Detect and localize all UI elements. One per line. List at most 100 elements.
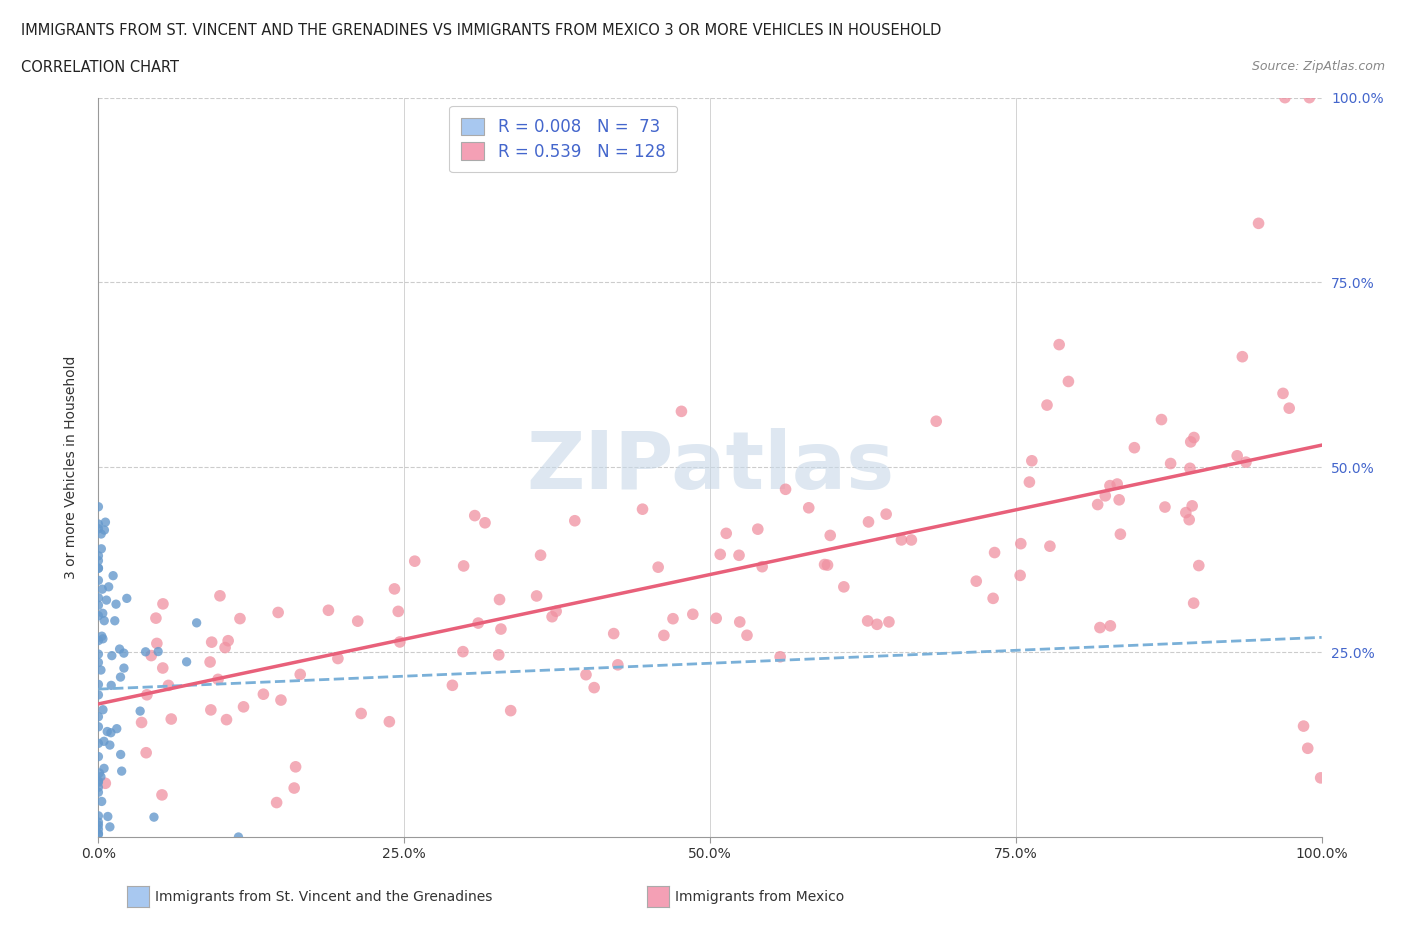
Point (152, 596, 174, 611)
Point (90, 794, 112, 809)
Point (90, 769, 112, 784)
Point (87, 646, 110, 661)
Text: IMMIGRANTS FROM ST. VINCENT AND THE GRENADINES VS IMMIGRANTS FROM MEXICO 3 OR MO: IMMIGRANTS FROM ST. VINCENT AND THE GREN… (21, 23, 942, 38)
Point (1226, 448, 1249, 463)
Point (1181, 498, 1204, 513)
Point (751, 559, 773, 574)
Point (101, 648, 124, 663)
Point (1178, 512, 1201, 527)
Point (90, 526, 112, 541)
Point (87, 522, 110, 537)
Point (131, 715, 153, 730)
Point (87, 780, 110, 795)
Point (1234, 455, 1257, 470)
Point (101, 568, 124, 583)
Point (1232, 350, 1254, 365)
Point (93, 523, 115, 538)
Point (232, 699, 254, 714)
Point (91, 605, 114, 620)
Point (1188, 558, 1211, 573)
Point (87, 499, 110, 514)
Point (818, 528, 841, 543)
Point (146, 644, 169, 659)
Point (1108, 492, 1130, 507)
Point (387, 604, 409, 618)
Point (96, 592, 118, 607)
Point (91, 702, 114, 717)
Point (1180, 434, 1202, 449)
Point (775, 482, 797, 497)
Point (541, 609, 564, 624)
Point (346, 614, 368, 629)
Text: Source: ZipAtlas.com: Source: ZipAtlas.com (1251, 60, 1385, 73)
Point (93, 734, 115, 749)
Point (652, 628, 675, 643)
Point (98, 819, 121, 834)
Legend: R = 0.008   N =  73, R = 0.539   N = 128: R = 0.008 N = 73, R = 0.539 N = 128 (450, 106, 678, 172)
Point (564, 513, 586, 528)
Point (152, 660, 174, 675)
Point (875, 507, 897, 522)
Point (813, 557, 835, 572)
Point (1010, 568, 1032, 583)
Point (87, 815, 110, 830)
Point (93, 613, 115, 628)
Point (474, 515, 496, 530)
Point (489, 621, 512, 636)
Point (208, 589, 231, 604)
Point (529, 548, 551, 563)
Point (1047, 338, 1070, 352)
Point (112, 660, 135, 675)
Point (87, 516, 110, 531)
Point (441, 678, 464, 693)
Point (157, 678, 180, 693)
Point (198, 655, 221, 670)
Point (186, 616, 208, 631)
Point (100, 725, 122, 740)
Point (728, 615, 751, 630)
Point (817, 558, 839, 573)
Point (135, 687, 157, 702)
Point (1018, 474, 1040, 489)
Point (87, 561, 110, 576)
Point (105, 597, 128, 612)
Text: Immigrants from St. Vincent and the Grenadines: Immigrants from St. Vincent and the Gren… (155, 889, 492, 904)
Point (150, 788, 173, 803)
Point (87, 750, 110, 764)
Point (87, 591, 110, 605)
Point (98, 737, 121, 752)
Point (135, 745, 157, 760)
Point (283, 780, 305, 795)
Point (709, 547, 731, 562)
Point (90, 629, 112, 644)
Point (87, 775, 110, 790)
Point (1123, 440, 1146, 455)
Point (602, 626, 624, 641)
Point (87, 633, 110, 648)
Point (858, 514, 880, 529)
Point (94, 776, 117, 790)
Point (1057, 374, 1080, 389)
Point (105, 722, 128, 737)
Point (856, 614, 879, 629)
Point (671, 404, 693, 418)
Point (1094, 488, 1116, 503)
Point (1150, 412, 1173, 427)
Point (467, 616, 489, 631)
Point (90, 662, 112, 677)
Point (1036, 398, 1059, 413)
Point (94, 514, 117, 529)
Point (91, 582, 114, 597)
Point (983, 545, 1005, 560)
Point (1107, 476, 1129, 491)
Point (266, 795, 288, 810)
Point (87, 608, 110, 623)
Point (606, 658, 628, 672)
Point (662, 611, 685, 626)
Point (866, 617, 889, 631)
Point (141, 648, 163, 663)
Point (176, 655, 198, 670)
Point (1309, 770, 1331, 785)
Point (112, 645, 135, 660)
Point (135, 644, 157, 659)
